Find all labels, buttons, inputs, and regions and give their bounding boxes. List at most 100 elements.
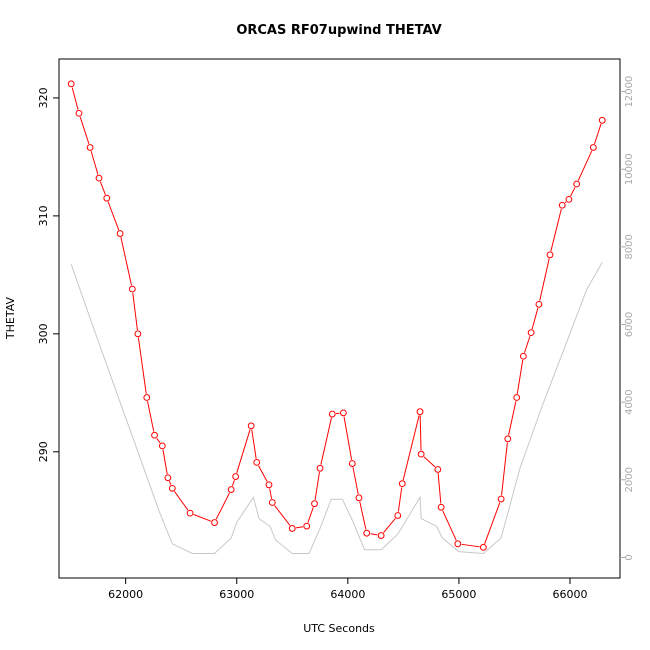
data-point-19 (265, 481, 273, 489)
series-left-segment-22 (307, 507, 314, 523)
series-left-segment-26 (343, 416, 353, 460)
series-left-segment-1 (79, 116, 90, 145)
axes-layer: 62000 63000 64000 65000 66000 290 300 310 320 0 20… (37, 76, 635, 601)
data-point-27 (348, 460, 356, 467)
series-left-segment-29 (370, 533, 378, 536)
series-left-segment-36 (442, 510, 457, 541)
series-left-segment-24 (320, 417, 332, 465)
series-left-segment-46 (564, 201, 567, 204)
plot-frame (58, 58, 621, 579)
series-left-segment-34 (423, 456, 436, 468)
data-point-35 (434, 466, 442, 473)
data-point-48 (573, 180, 581, 188)
data-point-17 (247, 422, 255, 430)
series-left-segment-9 (156, 438, 161, 444)
data-point-50 (598, 116, 606, 124)
series-left-segment-6 (132, 292, 138, 331)
series-left-segment-11 (168, 481, 172, 486)
y2-tick-label-5: 10000 (624, 153, 635, 185)
data-point-39 (497, 495, 505, 503)
series-left-segment-5 (120, 237, 132, 286)
data-point-3 (95, 174, 103, 182)
series-left-segment-3 (99, 181, 106, 195)
data-point-32 (398, 480, 406, 488)
data-point-22 (303, 522, 311, 530)
x-tick-label-4: 66000 (553, 588, 588, 601)
y-tick-label-1: 300 (37, 323, 50, 344)
series-left-segment-32 (402, 415, 420, 481)
data-point-26 (339, 409, 347, 417)
y2-tick-label-0: 0 (624, 554, 635, 560)
data-point-41 (513, 394, 521, 401)
series-left-segment-38 (484, 502, 501, 544)
y-tick-label-3: 320 (37, 87, 50, 108)
data-point-42 (519, 352, 527, 360)
data-point-23 (311, 500, 318, 508)
y2-tick-label-1: 2000 (624, 467, 635, 492)
data-point-20 (268, 499, 276, 506)
data-point-7 (134, 330, 142, 338)
series-layer (67, 80, 606, 555)
data-point-6 (128, 285, 136, 293)
data-point-47 (565, 195, 573, 203)
series-left-segment-21 (295, 526, 304, 529)
series-left-segment-33 (419, 415, 422, 451)
data-point-13 (186, 509, 194, 517)
data-point-46 (558, 201, 566, 209)
data-point-21 (288, 525, 296, 532)
data-point-5 (116, 230, 124, 237)
series-left-segment-40 (508, 401, 517, 436)
data-point-4 (103, 194, 111, 202)
series-left-segment-15 (231, 479, 235, 487)
data-point-49 (589, 144, 597, 151)
data-point-11 (164, 474, 172, 482)
y-tick-label-2: 310 (37, 205, 50, 226)
series-left-segment-13 (193, 514, 212, 522)
data-point-12 (168, 484, 176, 492)
series-left-segment-31 (397, 487, 403, 512)
series-left-segment-35 (437, 473, 442, 504)
data-point-0 (67, 80, 75, 88)
series-left-segment-44 (539, 258, 550, 301)
data-point-31 (394, 512, 402, 519)
data-point-37 (454, 540, 462, 548)
series-left-segment-27 (352, 467, 359, 495)
series-left-segment-42 (524, 336, 531, 353)
series-left-segment-10 (162, 449, 168, 475)
series-left-segment-0 (71, 87, 79, 110)
data-point-38 (479, 543, 487, 551)
x-tick-label-0: 62000 (108, 588, 143, 601)
series-right-line-0 (70, 262, 603, 555)
data-point-18 (253, 459, 261, 466)
data-point-14 (211, 519, 218, 526)
data-point-16 (232, 473, 240, 480)
series-left-segment-17 (251, 429, 257, 459)
y-axis-label: THETAV (4, 296, 17, 340)
data-point-10 (158, 442, 166, 450)
data-point-40 (504, 435, 512, 443)
series-left-segment-2 (90, 150, 99, 175)
series-left-segment-49 (594, 123, 602, 145)
data-point-30 (377, 532, 385, 539)
series-left-segment-47 (570, 187, 576, 197)
data-point-45 (546, 251, 554, 259)
data-point-15 (227, 486, 235, 493)
y2-tick-label-6: 12000 (624, 76, 635, 108)
y-tick-label-0: 290 (37, 441, 50, 462)
series-left-segment-39 (501, 442, 508, 496)
series-left-segment-37 (461, 543, 480, 548)
data-point-29 (363, 529, 371, 537)
data-point-43 (527, 329, 535, 337)
series-left-segment-48 (577, 150, 593, 181)
series-left-segment-4 (107, 201, 120, 231)
x-tick-label-2: 64000 (330, 588, 365, 601)
data-point-1 (75, 109, 83, 117)
x-tick-label-3: 65000 (441, 588, 476, 601)
data-point-8 (143, 394, 151, 401)
series-left-segment-12 (174, 491, 189, 511)
series-left-segment-19 (269, 488, 273, 499)
series-left-segment-16 (236, 429, 251, 474)
series-left-segment-43 (531, 307, 539, 330)
chart-title: ORCAS RF07upwind THETAV (236, 23, 441, 38)
